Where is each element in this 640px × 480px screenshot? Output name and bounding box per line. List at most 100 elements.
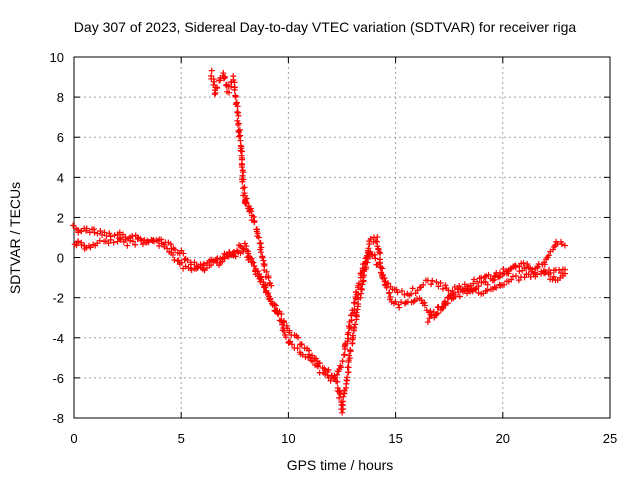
data-point-marker: [232, 253, 239, 260]
data-point-marker: [244, 248, 251, 255]
data-point-marker: [376, 249, 383, 256]
data-point-marker: [377, 264, 384, 271]
data-point-marker: [492, 272, 499, 279]
data-point-marker: [280, 319, 287, 326]
data-point-marker: [70, 222, 77, 229]
data-point-marker: [219, 258, 226, 265]
x-tick-label: 20: [496, 431, 510, 446]
x-axis-label: GPS time / hours: [287, 457, 394, 473]
data-point-marker: [336, 394, 343, 401]
data-point-marker: [241, 184, 248, 191]
data-point-marker: [459, 288, 466, 295]
data-point-marker: [470, 280, 477, 287]
data-point-marker: [521, 274, 528, 281]
data-point-marker: [377, 250, 384, 257]
data-point-marker: [337, 391, 344, 398]
data-point-marker: [269, 301, 276, 308]
data-point-marker: [257, 240, 264, 247]
y-tick-label: -6: [52, 371, 64, 386]
data-point-marker: [481, 273, 488, 280]
data-point-marker: [347, 346, 354, 353]
series-4: [424, 238, 568, 326]
data-point-marker: [512, 272, 519, 279]
data-point-marker: [117, 236, 124, 243]
y-tick-label: 6: [57, 130, 64, 145]
data-point-marker: [353, 309, 360, 316]
y-tick-labels: -8 -6 -4 -2 0 2 4 6 8 10: [50, 50, 64, 426]
data-point-marker: [401, 291, 408, 298]
data-point-marker: [129, 233, 136, 240]
data-point-marker: [383, 284, 390, 291]
data-point-marker: [234, 103, 241, 110]
data-point-marker: [396, 304, 403, 311]
data-point-marker: [325, 366, 332, 373]
data-point-marker: [339, 409, 346, 416]
data-point-marker: [394, 289, 401, 296]
data-point-marker: [421, 302, 428, 309]
data-point-marker: [158, 240, 165, 247]
data-point-marker: [545, 271, 552, 278]
data-point-marker: [78, 241, 85, 248]
data-point-marker: [545, 252, 552, 259]
data-point-marker: [541, 261, 548, 268]
data-point-marker: [306, 351, 313, 358]
data-point-marker: [235, 112, 242, 119]
data-point-marker: [154, 237, 161, 244]
data-point-marker: [124, 242, 131, 249]
data-point-marker: [379, 273, 386, 280]
data-point-marker: [524, 261, 531, 268]
data-point-marker: [211, 91, 218, 98]
data-point-marker: [327, 377, 334, 384]
data-point-marker: [127, 237, 134, 244]
data-point-marker: [268, 282, 275, 289]
data-point-marker: [129, 238, 136, 245]
y-tick-label: -8: [52, 411, 64, 426]
data-point-marker: [353, 288, 360, 295]
data-point-marker: [288, 341, 295, 348]
data-point-marker: [324, 372, 331, 379]
data-point-marker: [243, 195, 250, 202]
data-point-marker: [386, 289, 393, 296]
data-point-marker: [349, 310, 356, 317]
data-point-marker: [428, 281, 435, 288]
data-point-marker: [361, 260, 368, 267]
data-point-marker: [558, 241, 565, 248]
data-point-marker: [106, 230, 113, 237]
data-point-marker: [358, 270, 365, 277]
data-point-marker: [337, 362, 344, 369]
data-point-marker: [243, 243, 250, 250]
x-tick-labels: 0 5 10 15 20 25: [70, 431, 617, 446]
y-tick-label: -2: [52, 291, 64, 306]
data-point-marker: [171, 246, 178, 253]
data-point-marker: [309, 358, 316, 365]
data-point-marker: [178, 259, 185, 266]
data-point-marker: [180, 250, 187, 257]
data-point-marker: [220, 70, 227, 77]
data-point-marker: [208, 67, 215, 74]
data-point-marker: [529, 266, 536, 273]
data-point-marker: [398, 287, 405, 294]
data-point-marker: [110, 239, 117, 246]
data-point-marker: [139, 241, 146, 248]
data-point-marker: [235, 128, 242, 135]
y-tick-label: 10: [50, 50, 64, 65]
data-point-marker: [393, 286, 400, 293]
data-point-marker: [273, 307, 280, 314]
y-tick-label: 2: [57, 210, 64, 225]
data-point-marker: [434, 304, 441, 311]
plot-border: [73, 56, 611, 419]
data-point-marker: [250, 213, 257, 220]
data-point-marker: [445, 287, 452, 294]
y-tick-label: 0: [57, 251, 64, 266]
data-point-marker: [239, 167, 246, 174]
data-point-marker: [433, 311, 440, 318]
x-tick-label: 15: [388, 431, 402, 446]
data-point-marker: [90, 226, 97, 233]
data-point-marker: [245, 253, 252, 260]
data-point-marker: [365, 245, 372, 252]
data-point-marker: [116, 229, 123, 236]
data-point-marker: [485, 271, 492, 278]
data-point-marker: [239, 178, 246, 185]
x-tick-label: 5: [178, 431, 185, 446]
